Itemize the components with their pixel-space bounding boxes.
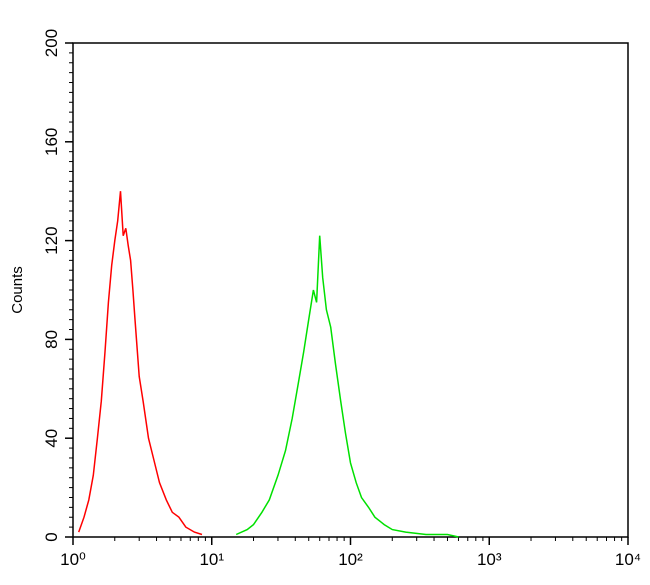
x-tick-label: 10⁰ [60, 550, 86, 569]
histogram-line [77, 191, 203, 536]
y-tick-label: 200 [42, 29, 61, 57]
y-tick-label: 120 [42, 226, 61, 254]
x-tick-label: 10¹ [199, 550, 224, 569]
x-tick-label: 10⁴ [615, 550, 641, 569]
y-axis-label: Counts [9, 266, 26, 314]
x-tick-label: 10³ [477, 550, 502, 569]
y-tick-label: 0 [42, 532, 61, 541]
x-tick-label: 10² [338, 550, 363, 569]
histogram-line [235, 235, 459, 538]
y-tick-label: 80 [42, 330, 61, 349]
y-tick-label: 160 [42, 128, 61, 156]
y-tick-label: 40 [42, 429, 61, 448]
